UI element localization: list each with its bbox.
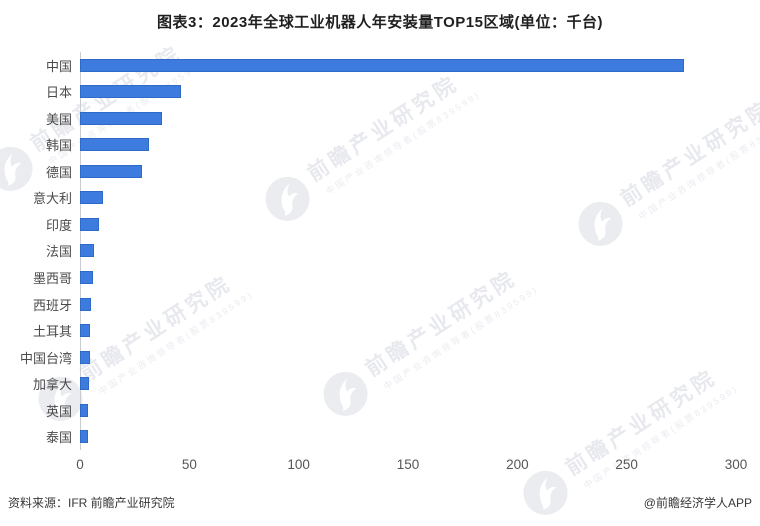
category-label: 泰国	[45, 430, 72, 446]
chart-title: 图表3：2023年全球工业机器人年安装量TOP15区域(单位：千台)	[157, 14, 603, 31]
bar-row: 美国	[0, 105, 760, 132]
bar	[80, 350, 91, 364]
bar-row: 加拿大	[0, 370, 760, 397]
bar-row: 德国	[0, 158, 760, 185]
bar-row: 日本	[0, 79, 760, 106]
bar-row: 中国台湾	[0, 344, 760, 371]
x-axis-ticks: 0 50 100 150 200 250 300	[76, 457, 747, 475]
bar-track	[80, 85, 736, 99]
category-label: 中国台湾	[19, 350, 72, 366]
bar	[80, 403, 89, 417]
x-tick-label: 300	[724, 457, 748, 472]
bar	[80, 85, 181, 99]
bar	[80, 111, 163, 125]
bar-row: 印度	[0, 211, 760, 238]
bar-track	[80, 244, 736, 258]
bar	[80, 430, 89, 444]
credit-text: @前瞻经济学人APP	[643, 496, 752, 510]
bar	[80, 377, 90, 391]
bar-track	[80, 324, 736, 338]
footer: 资料来源：IFR 前瞻产业研究院 @前瞻经济学人APP	[0, 494, 760, 511]
bar-rows: 中国日本美国韩国德国意大利印度法国墨西哥西班牙土耳其中国台湾加拿大英国泰国	[0, 52, 760, 450]
bar	[80, 164, 143, 178]
bar	[80, 324, 91, 338]
bar-track	[80, 350, 736, 364]
bar	[80, 58, 685, 72]
bar-track	[80, 271, 736, 285]
category-label: 中国	[45, 58, 72, 74]
category-label: 西班牙	[32, 297, 72, 313]
bar-row: 土耳其	[0, 317, 760, 344]
bar-row: 意大利	[0, 185, 760, 212]
bar-row: 墨西哥	[0, 264, 760, 291]
category-label: 加拿大	[32, 377, 72, 393]
bar	[80, 271, 93, 285]
x-tick-label: 150	[396, 457, 420, 472]
bar	[80, 217, 99, 231]
category-label: 印度	[45, 217, 72, 233]
bar-track	[80, 138, 736, 152]
x-tick-label: 200	[506, 457, 529, 472]
bar-track	[80, 164, 736, 178]
bar-row: 法国	[0, 238, 760, 265]
bar-row: 中国	[0, 52, 760, 79]
bar	[80, 244, 94, 258]
bar-row: 西班牙	[0, 291, 760, 318]
bar	[80, 138, 149, 152]
bar-row: 泰国	[0, 423, 760, 450]
bar-track	[80, 403, 736, 417]
bar-track	[80, 297, 736, 311]
category-label: 土耳其	[32, 324, 72, 340]
category-label: 德国	[45, 164, 72, 180]
category-label: 英国	[45, 403, 72, 419]
bar-track	[80, 217, 736, 231]
category-label: 法国	[45, 244, 72, 260]
bar-chart: 中国日本美国韩国德国意大利印度法国墨西哥西班牙土耳其中国台湾加拿大英国泰国	[0, 52, 760, 450]
x-tick-label: 0	[76, 457, 84, 472]
bar-row: 韩国	[0, 132, 760, 159]
category-label: 意大利	[32, 191, 72, 207]
bar-row: 英国	[0, 397, 760, 424]
x-tick-label: 50	[181, 457, 197, 472]
source-text: 资料来源：IFR 前瞻产业研究院	[8, 496, 175, 510]
x-tick-label: 100	[287, 457, 310, 472]
bar-track	[80, 111, 736, 125]
bar-track	[80, 191, 736, 205]
bar-track	[80, 377, 736, 391]
bar-track	[80, 430, 736, 444]
category-label: 美国	[45, 111, 72, 127]
bar	[80, 191, 103, 205]
x-tick-label: 250	[615, 457, 638, 472]
category-label: 韩国	[45, 138, 72, 154]
category-label: 日本	[45, 85, 72, 101]
bar-track	[80, 58, 736, 72]
category-label: 墨西哥	[32, 271, 72, 287]
bar	[80, 297, 92, 311]
